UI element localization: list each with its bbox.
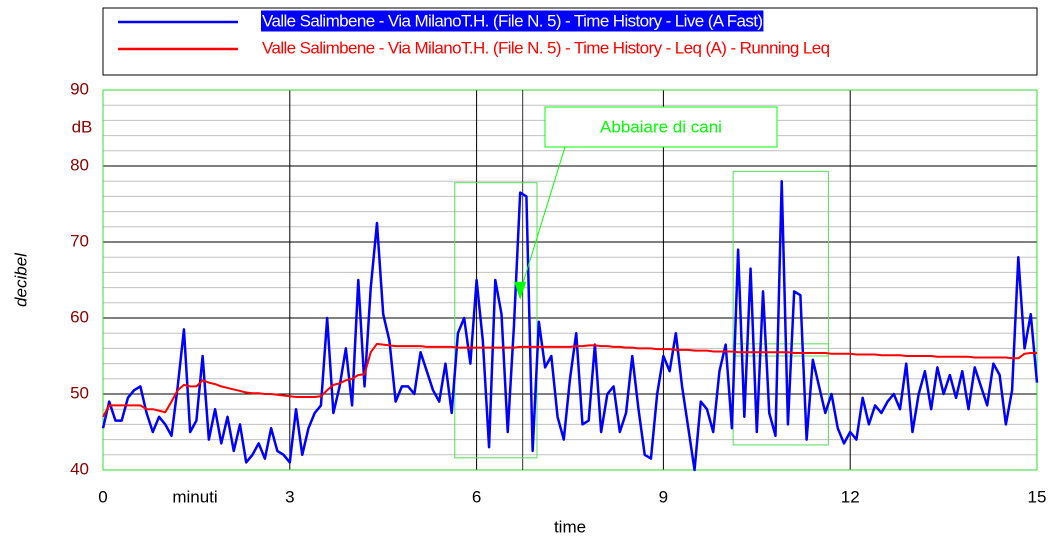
legend-highlight [261, 10, 764, 32]
x-tick-label: 6 [472, 487, 481, 506]
x-tick-label: 0 [98, 487, 107, 506]
y-tick-label: 70 [70, 231, 89, 250]
y-axis-label: decibel [11, 252, 30, 307]
highlight-region [454, 182, 538, 459]
highlight-region [732, 343, 829, 357]
legend-label: Valle Salimbene - Via MilanoT.H. (File N… [262, 11, 762, 30]
series-line [101, 179, 1039, 472]
y-unit: dB [72, 117, 93, 136]
x-tick-label: 3 [285, 487, 294, 506]
plot-border [102, 89, 1038, 471]
x-tick-label: 9 [659, 487, 668, 506]
annotation-leader [521, 146, 566, 286]
y-tick-label: 90 [70, 79, 89, 98]
annotation-arrow [514, 281, 527, 300]
y-tick-label: 60 [70, 307, 89, 326]
legend-label: Valle Salimbene - Via MilanoT.H. (File N… [262, 38, 830, 57]
y-tick-label: 40 [70, 459, 89, 478]
x-axis-label: time [554, 517, 586, 536]
y-tick-label: 50 [70, 383, 89, 402]
y-tick-label: 80 [70, 155, 89, 174]
annotation-text: Abbaiare di cani [600, 117, 722, 136]
series-line [102, 342, 1037, 418]
highlight-region [732, 170, 829, 446]
annotation-box [544, 106, 778, 148]
x-unit: minuti [172, 487, 217, 506]
x-tick-label: 12 [841, 487, 860, 506]
x-tick-label: 15 [1028, 487, 1047, 506]
